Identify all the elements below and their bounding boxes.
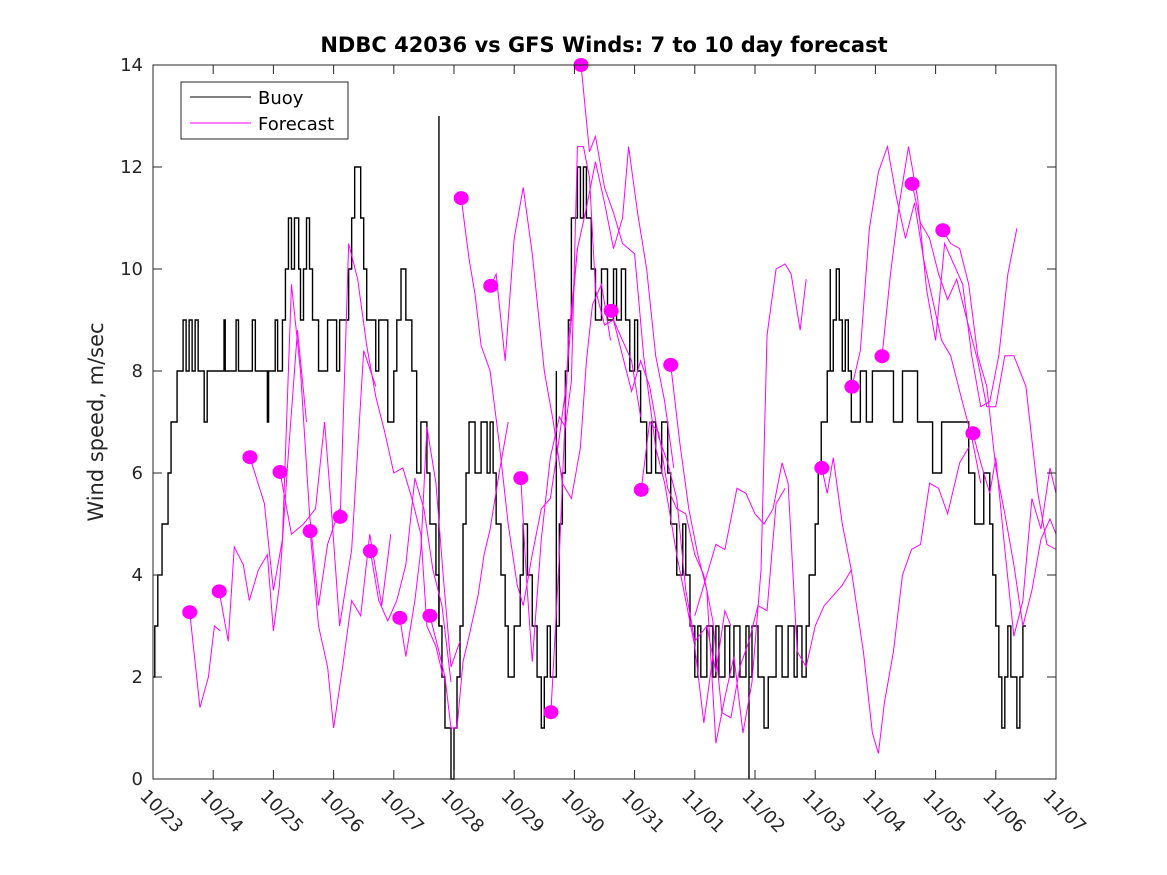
forecast-line: [972, 433, 1057, 637]
forecast-line: [942, 229, 1057, 627]
forecast-line: [851, 144, 982, 484]
forecast-line: [460, 198, 578, 606]
forecast-start-marker: [422, 608, 438, 623]
forecast-start-marker: [332, 509, 348, 524]
y-tick-label: 4: [132, 565, 143, 586]
forecast-start-marker: [935, 223, 951, 238]
y-tick-label: 12: [120, 157, 143, 178]
forecast-start-markers: [182, 58, 981, 720]
y-tick-label: 10: [120, 259, 143, 280]
y-tick-label: 2: [132, 667, 143, 688]
forecast-start-marker: [362, 544, 378, 559]
forecast-line: [550, 146, 675, 713]
y-tick-label: 8: [132, 361, 143, 382]
forecast-start-marker: [182, 605, 198, 620]
legend-label-forecast: Forecast: [258, 114, 334, 135]
forecast-line: [640, 420, 786, 719]
forecast-line: [490, 187, 612, 500]
forecast-start-marker: [302, 524, 318, 539]
y-axis-ticks: 0 2 4 6 8 10 12 14: [120, 55, 1056, 790]
forecast-start-marker: [965, 426, 981, 441]
forecast-line: [369, 477, 452, 683]
buoy-line: [153, 166, 1026, 780]
forecast-line: [881, 146, 1018, 408]
forecast-start-marker: [633, 482, 649, 497]
forecast-start-marker: [663, 357, 679, 372]
y-axis-label: Wind speed, m/sec: [84, 322, 108, 521]
forecast-line: [580, 64, 714, 723]
y-tick-label: 14: [120, 55, 143, 76]
forecast-line: [399, 427, 461, 667]
forecast-start-marker: [904, 176, 920, 191]
legend: Buoy Forecast: [180, 81, 349, 140]
y-tick-label: 6: [132, 463, 143, 484]
forecast-line: [339, 243, 444, 678]
forecast-line: [429, 421, 509, 729]
forecast-line: [911, 183, 1057, 550]
forecast-start-marker: [211, 584, 227, 599]
forecast-start-marker: [453, 191, 469, 206]
forecast-line: [218, 330, 308, 642]
forecast-start-marker: [272, 464, 288, 479]
forecast-line: [309, 531, 392, 729]
forecast-start-marker: [483, 278, 499, 293]
y-tick-label: 0: [132, 769, 143, 790]
buoy-series: [153, 116, 1026, 780]
forecast-line: [694, 462, 852, 669]
forecast-start-marker: [844, 379, 860, 394]
forecast-start-marker: [513, 471, 529, 486]
legend-label-buoy: Buoy: [258, 88, 304, 109]
forecast-start-marker: [603, 303, 619, 318]
forecast-line: [279, 350, 377, 627]
forecast-line: [520, 146, 642, 662]
forecast-line: [610, 310, 732, 672]
forecast-start-marker: [242, 450, 258, 465]
forecast-line: [249, 284, 341, 606]
forecast-start-marker: [874, 349, 890, 364]
legend-box: [180, 81, 349, 140]
forecast-line: [821, 447, 970, 754]
forecast-start-marker: [814, 460, 830, 475]
axes-box: [152, 64, 1057, 780]
forecast-line: [670, 263, 807, 744]
chart-title: NDBC 42036 vs GFS Winds: 7 to 10 day for…: [320, 33, 887, 57]
forecast-line: [189, 612, 221, 708]
forecast-start-marker: [543, 705, 559, 720]
forecast-start-marker: [392, 610, 408, 625]
forecast-series-group: [189, 64, 1057, 754]
